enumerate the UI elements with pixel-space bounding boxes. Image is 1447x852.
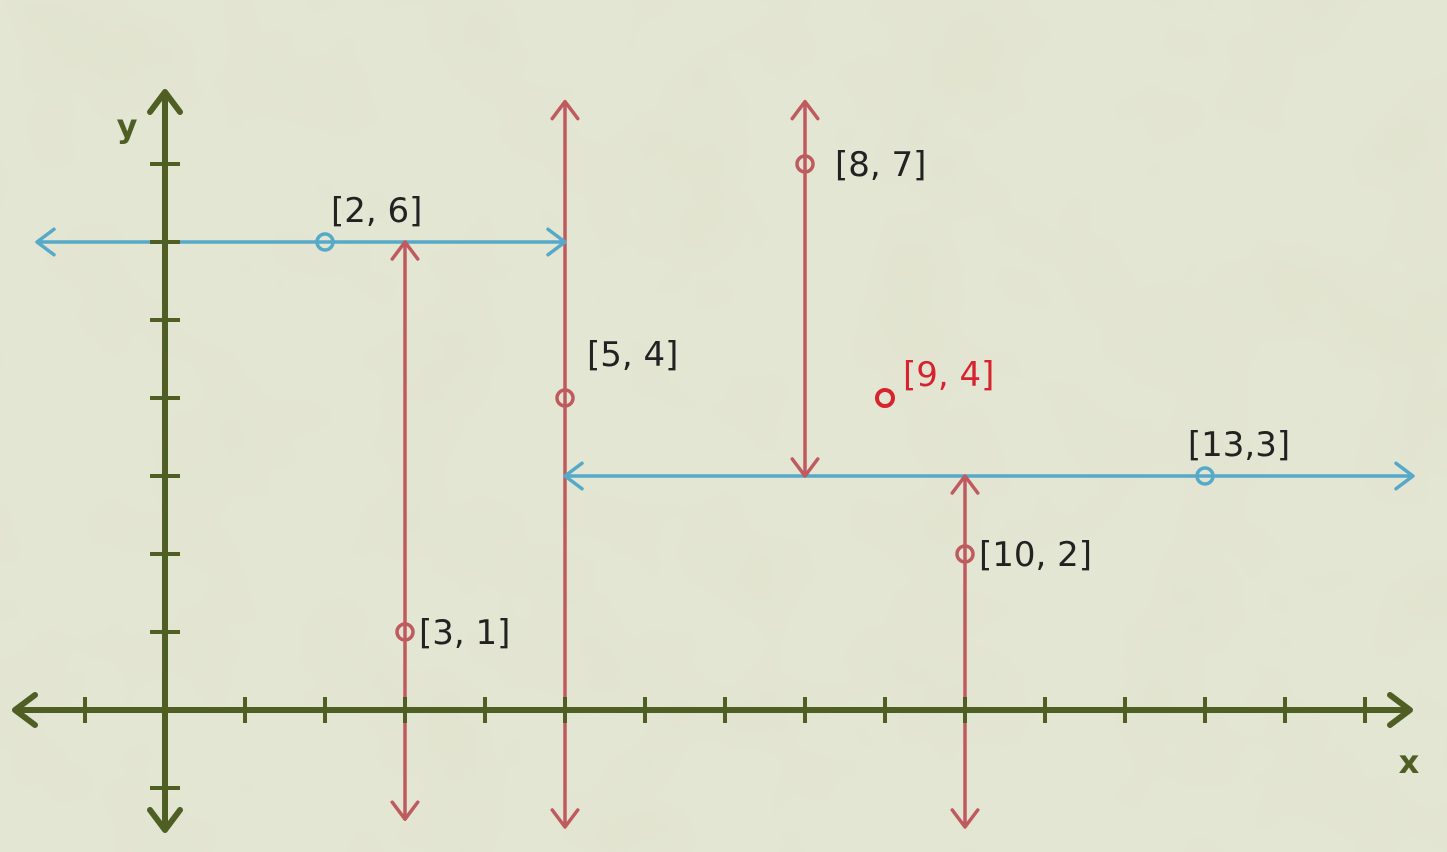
point-marker-2-6 (315, 232, 335, 252)
arrow-head-icon (950, 808, 980, 829)
point-marker-3-1 (395, 622, 415, 642)
point-label-13-3: [13,3] (1188, 425, 1290, 465)
point-label-8-7: [8, 7] (835, 145, 926, 185)
arrow-head-icon (546, 227, 567, 257)
points (315, 154, 1215, 642)
arrow-head-icon (1394, 461, 1415, 491)
query-point-marker (875, 388, 895, 408)
point-marker-8-7 (795, 154, 815, 174)
arrow-head-icon (390, 240, 420, 261)
splitting-line-horizontal-1 (35, 227, 567, 257)
y-axis-label: y (117, 107, 138, 145)
arrow-head-icon (550, 808, 580, 829)
point-label-2-6: [2, 6] (331, 191, 422, 231)
query-point-label: [9, 4] (903, 355, 994, 395)
x-axis-label: x (1399, 743, 1420, 781)
axes: xy (12, 89, 1420, 833)
x-axis-right-arrow-icon (1387, 692, 1413, 728)
arrow-head-icon (390, 800, 420, 821)
splitting-line-vertical-5 (950, 474, 980, 829)
arrow-head-icon (563, 461, 584, 491)
splitting-line-vertical-4 (790, 99, 820, 478)
point-marker-10-2 (955, 544, 975, 564)
splitting-line-horizontal-3 (563, 461, 1415, 491)
y-axis-down-arrow-icon (147, 807, 183, 833)
point-marker-5-4 (555, 388, 575, 408)
point-marker-13-3 (1195, 466, 1215, 486)
x-axis-left-arrow-icon (12, 692, 38, 728)
point-label-10-2: [10, 2] (979, 535, 1092, 575)
y-axis-up-arrow-icon (147, 89, 183, 115)
arrow-head-icon (790, 457, 820, 478)
labels: [2, 6] [3, 1] [5, 4] [8, 7] [10, 2] [13,3] [9,… (331, 145, 1290, 653)
point-label-5-4: [5, 4] (587, 335, 678, 375)
arrow-head-icon (950, 474, 980, 495)
arrow-head-icon (550, 99, 580, 121)
arrow-head-icon (790, 99, 820, 121)
point-label-3-1: [3, 1] (419, 613, 510, 653)
arrow-head-icon (35, 227, 56, 257)
